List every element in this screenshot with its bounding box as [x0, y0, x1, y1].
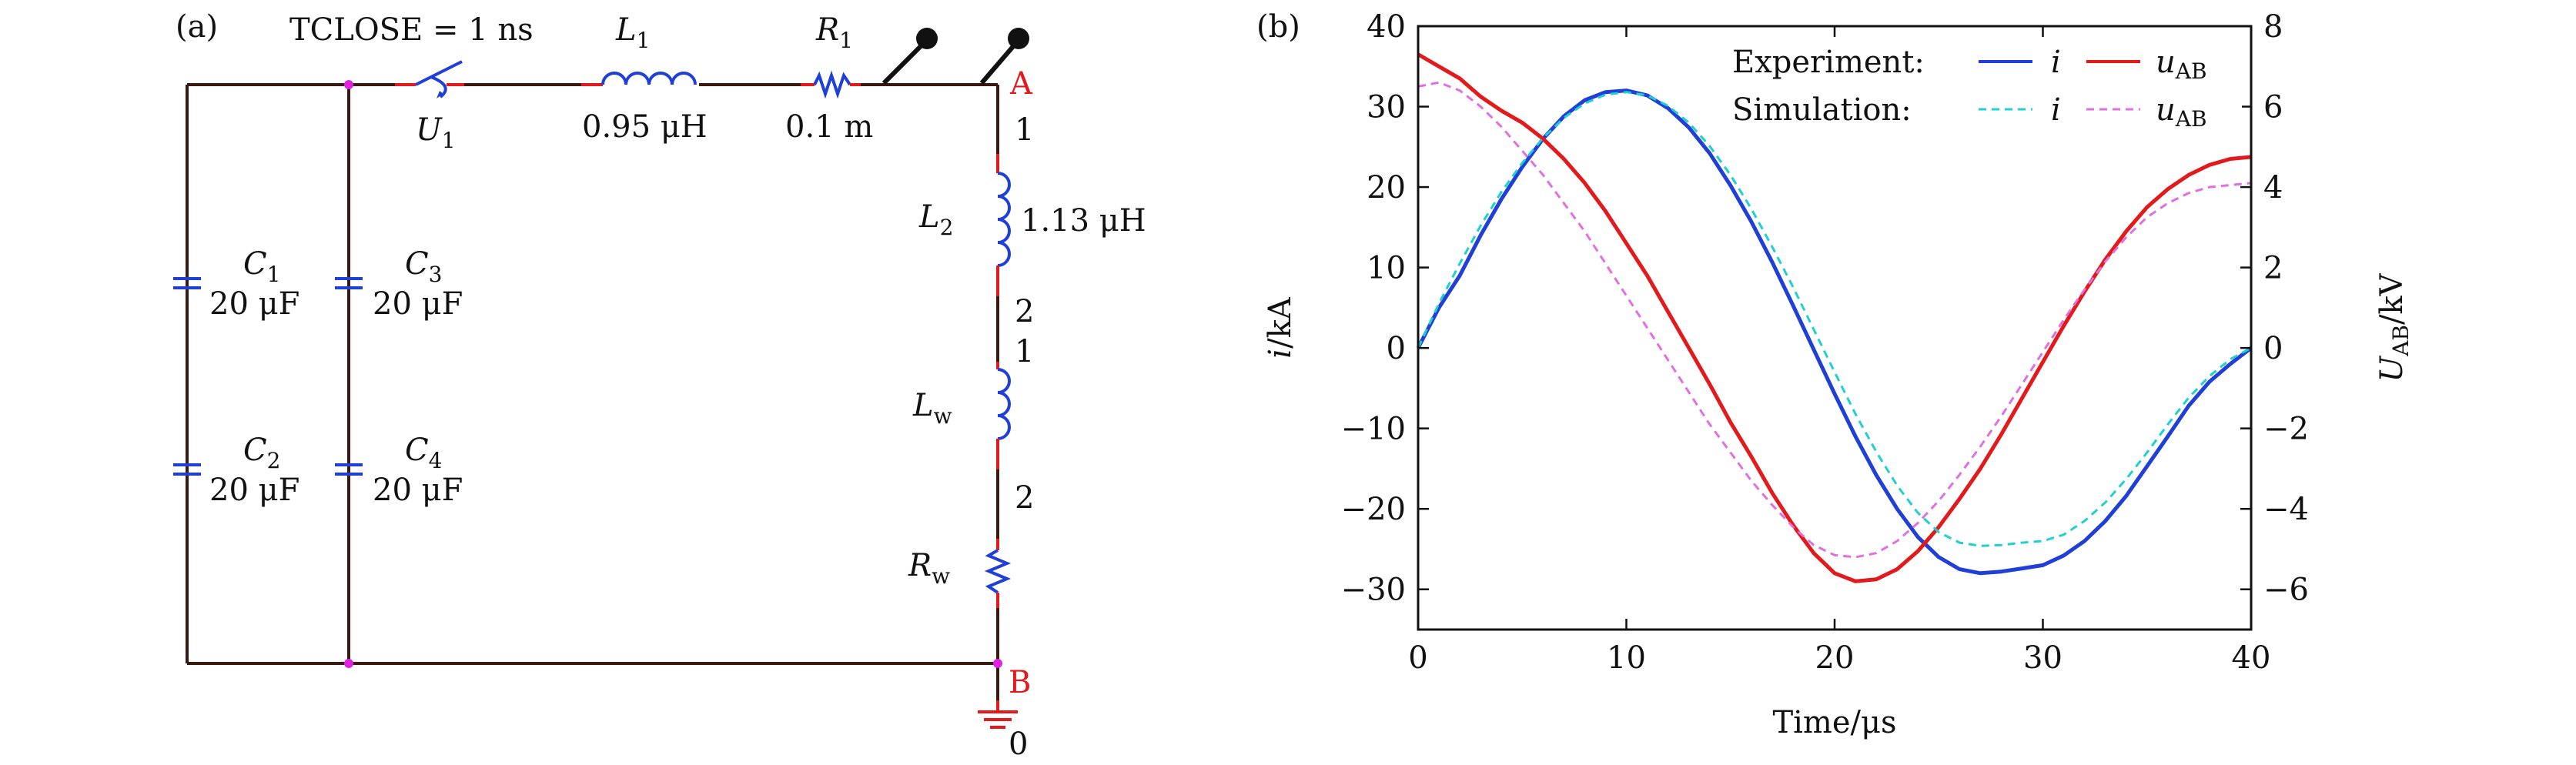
legend: Experiment: Simulation: i uAB i uAB	[1725, 37, 2242, 137]
y-left-tick-label: −30	[1341, 573, 1406, 608]
node-a-label: A	[1009, 66, 1033, 102]
r1-value: 0.1 m	[785, 109, 873, 145]
rw-name: Rw	[908, 548, 950, 589]
y-left-tick-label: −20	[1341, 492, 1406, 527]
inductor-l1: L1 0.95 μH	[581, 12, 708, 145]
capacitor-c4: C4 20 μF	[335, 433, 463, 508]
l1-name: L1	[615, 12, 650, 53]
ground-node: B 0	[978, 665, 1031, 762]
node-b-label: B	[1009, 665, 1031, 700]
y-left-tick-label: 20	[1367, 170, 1406, 205]
circuit-wires	[186, 83, 999, 700]
ground-label: 0	[1009, 727, 1028, 762]
panel-a-label: (a)	[176, 9, 218, 45]
inductor-lw: 1 2 Lw	[912, 334, 1034, 516]
junction-dot-b	[993, 659, 1002, 668]
y-right-tick-label: 0	[2263, 331, 2283, 366]
circuit-panel: (a) TCLOSE = 1 ns U1	[173, 9, 1146, 762]
l2-value: 1.13 μH	[1021, 203, 1146, 239]
l1-value: 0.95 μH	[582, 109, 708, 145]
c3-value: 20 μF	[373, 286, 463, 322]
junction-dot-bottom	[344, 659, 353, 668]
y-right-axis-title: UAB/kV	[2374, 272, 2414, 382]
lw-pin2: 2	[1015, 480, 1034, 516]
panel-b-label: (b)	[1256, 9, 1300, 45]
legend-exp-i-label: i	[2051, 45, 2061, 80]
inductor-l2: 1 2 L2 1.13 μH	[918, 112, 1146, 329]
resistor-rw: Rw	[908, 539, 1012, 608]
y-left-tick-label: −10	[1341, 412, 1406, 447]
r1-name: R1	[815, 12, 853, 53]
y-right-tick-label: −4	[2263, 492, 2309, 527]
x-tick-label: 0	[1408, 640, 1427, 676]
capacitor-c2: C2 20 μF	[173, 433, 299, 508]
c1-value: 20 μF	[209, 286, 299, 322]
l2-name: L2	[918, 199, 953, 240]
lw-name: Lw	[912, 388, 952, 429]
x-tick-label: 20	[1815, 640, 1855, 676]
c3-name: C3	[405, 246, 442, 287]
capacitor-c3: C3 20 μF	[335, 246, 463, 322]
series-line-2	[1417, 91, 2252, 547]
x-tick-label: 10	[1607, 640, 1646, 676]
switch-label: TCLOSE = 1 ns	[289, 12, 534, 48]
resistor-r1: R1 0.1 m	[785, 12, 873, 145]
switch-name: U1	[416, 112, 456, 153]
series-line-0	[1416, 89, 2253, 576]
legend-sim-u-label: uAB	[2156, 92, 2207, 132]
legend-exp-u-label: uAB	[2156, 45, 2207, 84]
x-axis-title: Time/μs	[1772, 705, 1896, 740]
y-left-tick-label: 30	[1367, 90, 1406, 125]
probe-markers	[882, 28, 1029, 85]
legend-simulation-label: Simulation:	[1732, 92, 1912, 128]
c4-value: 20 μF	[373, 473, 463, 508]
y-right-tick-label: −6	[2263, 573, 2309, 608]
legend-experiment-label: Experiment:	[1732, 45, 1925, 80]
y-left-tick-label: 0	[1387, 331, 1406, 366]
legend-sim-i-label: i	[2051, 92, 2061, 128]
c4-name: C4	[405, 433, 442, 473]
c2-name: C2	[243, 433, 280, 473]
switch-u1: TCLOSE = 1 ns U1	[289, 12, 534, 153]
y-right-tick-label: 8	[2263, 9, 2283, 45]
series-layer	[1416, 52, 2253, 583]
l2-pin1: 1	[1015, 112, 1034, 148]
x-tick-label: 40	[2232, 640, 2271, 676]
lw-pin1: 1	[1015, 334, 1034, 369]
series-line-1	[1417, 52, 2252, 583]
y-right-tick-label: −2	[2263, 412, 2309, 447]
l2-pin2: 2	[1015, 294, 1034, 329]
c2-value: 20 μF	[209, 473, 299, 508]
junction-dot-top	[344, 80, 353, 89]
x-tick-label: 30	[2023, 640, 2062, 676]
legend-box	[1725, 37, 2242, 137]
y-right-tick-label: 2	[2263, 251, 2283, 286]
series-line-3	[1417, 81, 2252, 559]
y-left-tick-label: 10	[1367, 251, 1406, 286]
capacitor-c1: C1 20 μF	[173, 246, 299, 322]
y-right-tick-label: 6	[2263, 90, 2283, 125]
chart-panel: (b) 0 10 20 30 40−30−20−10010203040−6−4−2024…	[1256, 9, 2414, 740]
y-right-tick-label: 4	[2263, 170, 2283, 205]
y-left-axis-title: i/kA	[1263, 296, 1298, 359]
y-left-tick-label: 40	[1367, 9, 1406, 45]
c1-name: C1	[243, 246, 280, 287]
